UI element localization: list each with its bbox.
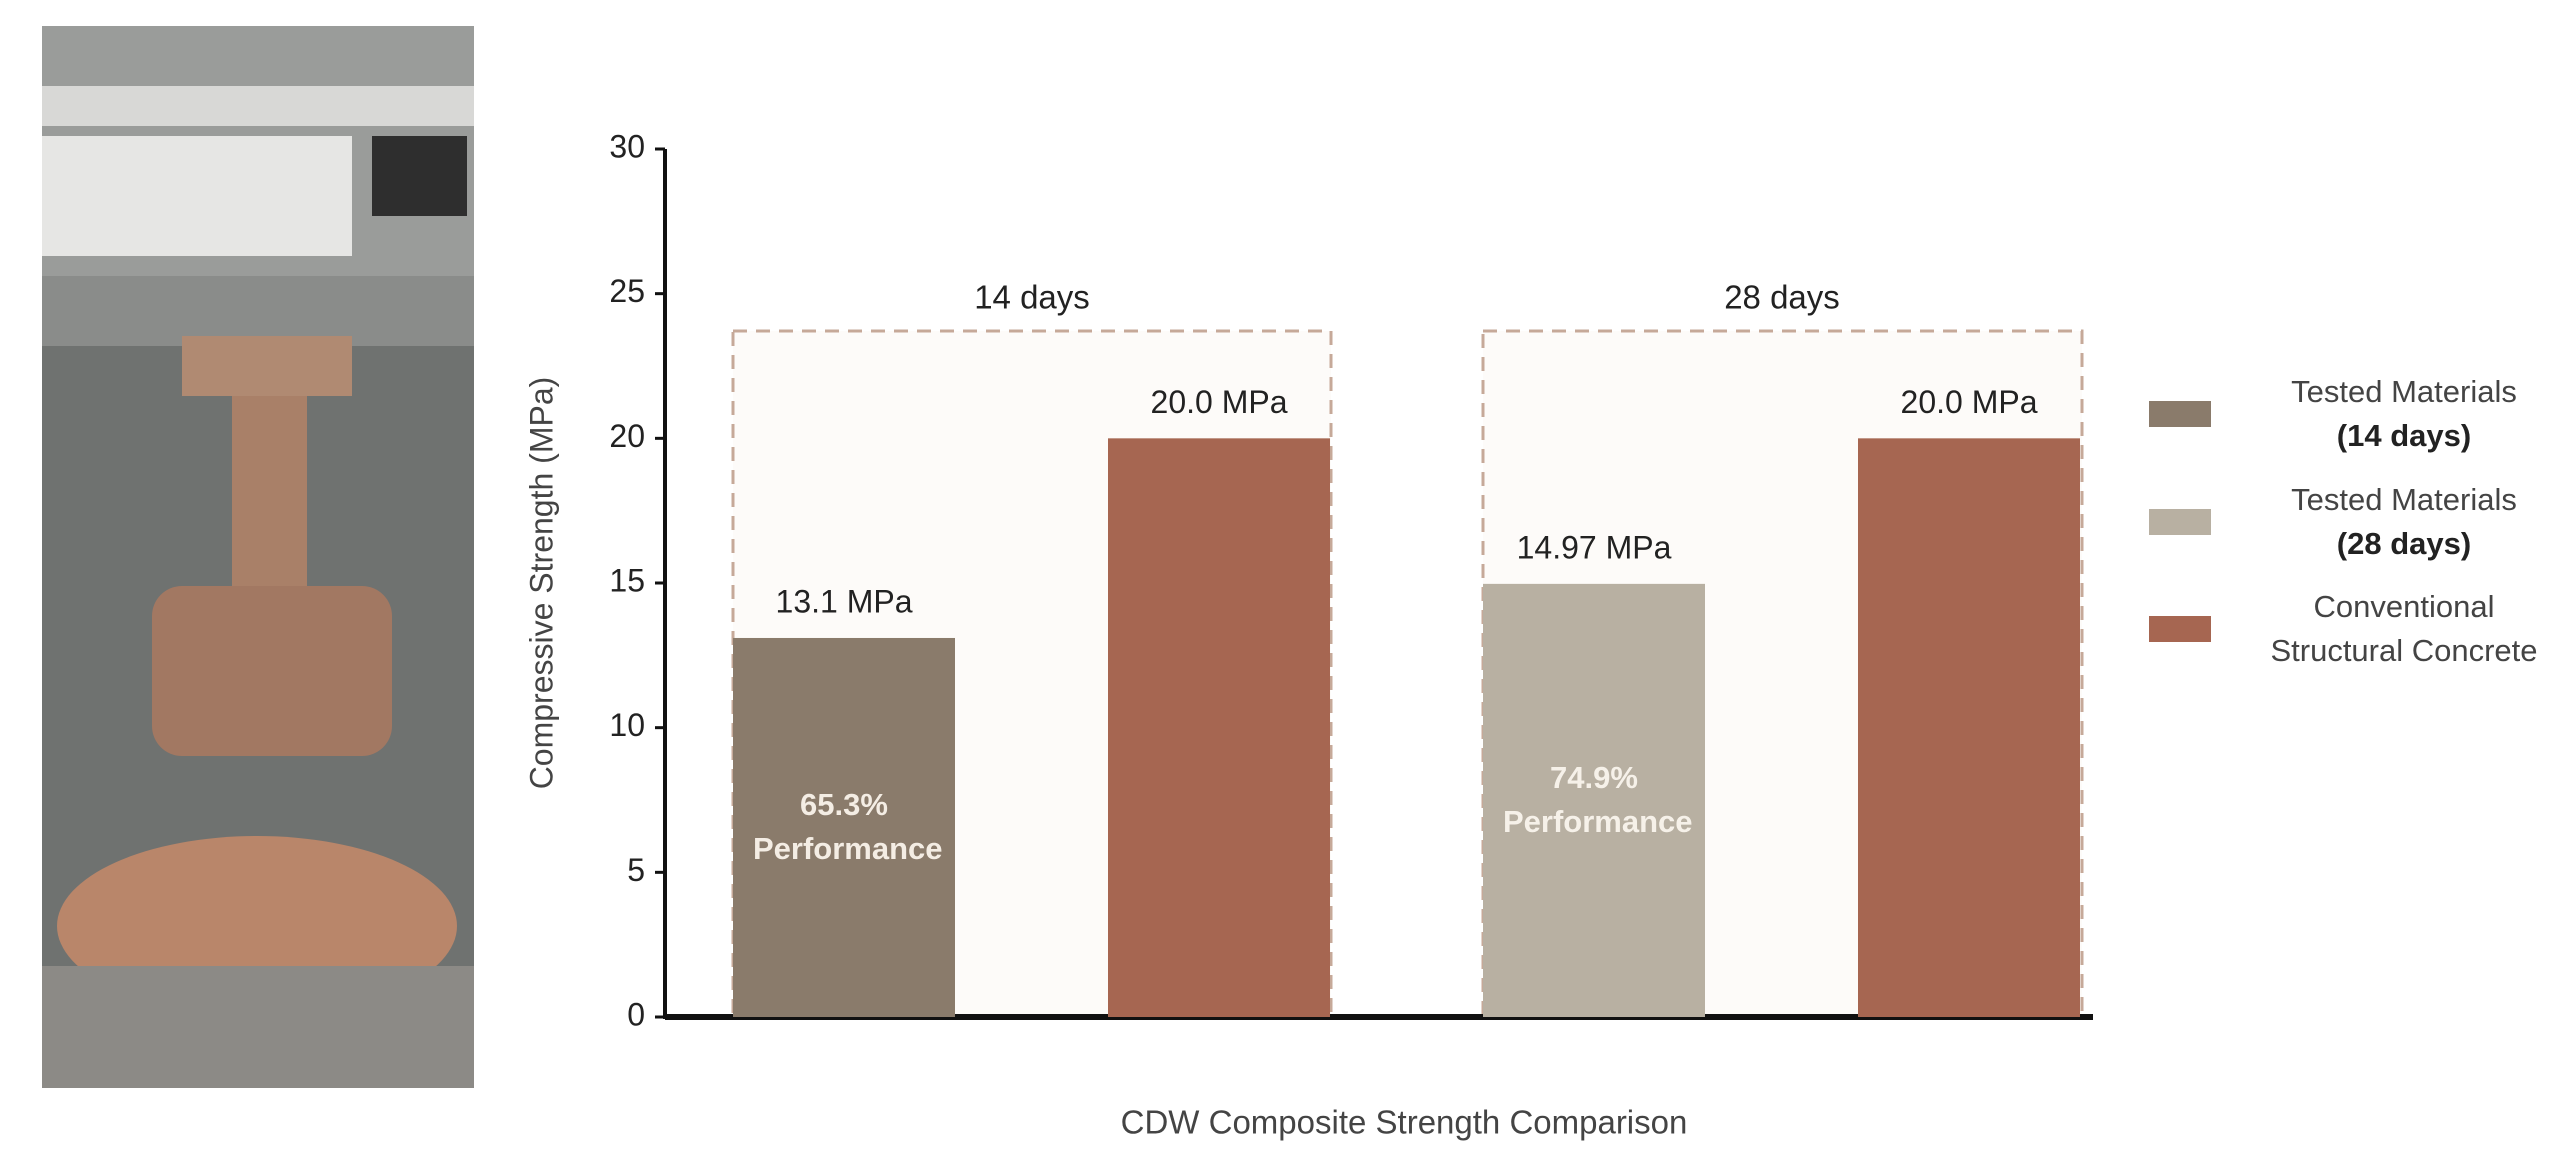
- value-label: 20.0 MPa: [1151, 384, 1288, 420]
- y-tick-label: 30: [609, 128, 645, 164]
- category-label: 28 days: [1724, 279, 1840, 316]
- legend-label: Conventional Structural Concrete: [2270, 589, 2538, 668]
- bar: [1858, 438, 2080, 1017]
- press-photo: [42, 26, 474, 1088]
- legend-item: Tested Materials (28 days): [2149, 478, 2559, 578]
- legend-label: Tested Materials (14 days): [2291, 374, 2517, 453]
- performance-label: 65.3% Performance: [753, 787, 943, 867]
- y-tick-label: 0: [627, 996, 645, 1032]
- y-tick-label: 15: [609, 562, 645, 598]
- y-tick-label: 20: [609, 418, 645, 454]
- value-label: 13.1 MPa: [776, 583, 913, 619]
- legend-item: Tested Materials (14 days): [2149, 370, 2559, 470]
- bar: [1483, 583, 1705, 1017]
- legend-label: Tested Materials (28 days): [2291, 482, 2517, 561]
- value-label: 14.97 MPa: [1517, 529, 1672, 565]
- legend-item: Conventional Structural Concrete: [2149, 585, 2559, 685]
- y-tick-label: 5: [627, 852, 645, 888]
- x-axis-label: CDW Composite Strength Comparison: [1121, 1104, 1688, 1141]
- bar: [1108, 438, 1330, 1017]
- performance-label: 74.9% Performance: [1503, 760, 1693, 840]
- category-label: 14 days: [974, 279, 1090, 316]
- y-axis-label: Compressive Strength (MPa): [523, 377, 559, 790]
- bar: [733, 637, 955, 1017]
- legend-swatch: [2149, 616, 2211, 642]
- legend-swatch: [2149, 509, 2211, 535]
- y-tick-label: 10: [609, 707, 645, 743]
- value-label: 20.0 MPa: [1901, 384, 2038, 420]
- y-tick-label: 25: [609, 273, 645, 309]
- legend-swatch: [2149, 401, 2211, 427]
